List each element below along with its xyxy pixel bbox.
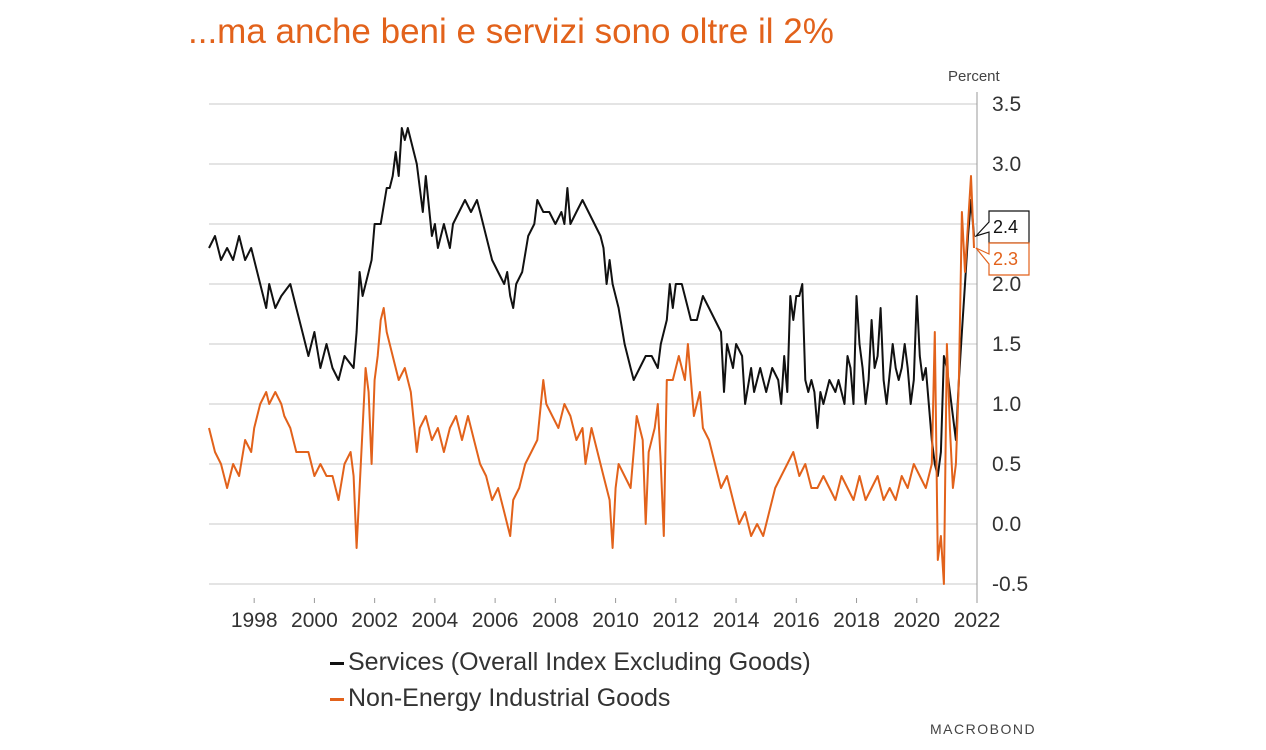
y-tick-label: 0.0 — [992, 513, 1021, 536]
goods-end-label: 2.3 — [975, 242, 1030, 276]
x-tick-label: 2000 — [291, 609, 338, 632]
legend-label-services: Services (Overall Index Excluding Goods) — [348, 648, 811, 676]
end-value-labels: 2.4 2.3 — [974, 210, 1030, 276]
x-tick-label: 2020 — [893, 609, 940, 632]
callout-box — [975, 242, 1030, 276]
x-tick-label: 2010 — [592, 609, 639, 632]
goods-line — [208, 175, 975, 585]
y-tick-label: 3.5 — [992, 93, 1021, 116]
y-axis-unit-label: Percent — [948, 68, 1000, 85]
legend: Services (Overall Index Excluding Goods)… — [330, 644, 811, 716]
y-tick-label: 2.0 — [992, 273, 1021, 296]
x-tick-label: 2014 — [713, 609, 760, 632]
legend-item-goods: Non-Energy Industrial Goods — [330, 680, 811, 716]
x-tick-label: 2004 — [412, 609, 459, 632]
legend-swatch-goods — [330, 697, 344, 701]
legend-swatch-services — [330, 661, 344, 665]
y-tick-label: -0.5 — [992, 573, 1028, 596]
x-tick-label: 2008 — [532, 609, 579, 632]
x-tick-label: 2006 — [472, 609, 519, 632]
services-end-label: 2.4 — [974, 210, 1030, 244]
axes: 3.53.02.52.01.51.00.50.0-0.5199820002002… — [231, 92, 1028, 632]
x-tick-label: 2016 — [773, 609, 820, 632]
callout-value: 2.3 — [993, 249, 1018, 269]
services-line — [208, 127, 975, 477]
gridlines — [209, 103, 977, 585]
x-tick-label: 2022 — [954, 609, 1001, 632]
y-tick-label: 3.0 — [992, 153, 1021, 176]
legend-label-goods: Non-Energy Industrial Goods — [348, 684, 671, 712]
series-lines — [208, 127, 975, 585]
chart-title: ...ma anche beni e servizi sono oltre il… — [188, 12, 834, 51]
macrobond-logo: MACROBOND — [930, 721, 1037, 737]
x-tick-label: 2002 — [351, 609, 398, 632]
y-tick-label: 1.5 — [992, 333, 1021, 356]
x-tick-label: 1998 — [231, 609, 278, 632]
legend-item-services: Services (Overall Index Excluding Goods) — [330, 644, 811, 680]
y-tick-label: 1.0 — [992, 393, 1021, 416]
x-tick-label: 2018 — [833, 609, 880, 632]
callout-box — [974, 210, 1030, 244]
callout-value: 2.4 — [993, 217, 1018, 237]
x-tick-label: 2012 — [652, 609, 699, 632]
y-tick-label: 0.5 — [992, 453, 1021, 476]
